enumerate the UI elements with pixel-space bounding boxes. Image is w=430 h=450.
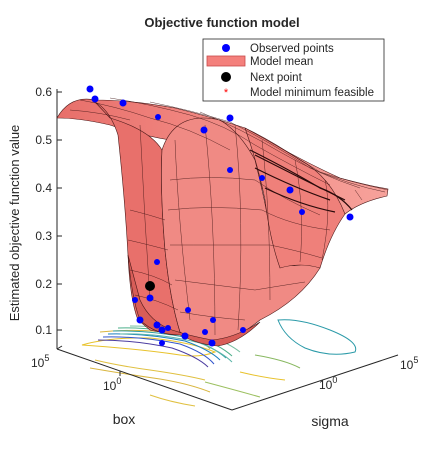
z-axis: 0.6 0.5 0.4 0.3 0.2 0.1	[35, 85, 62, 337]
observed-point	[132, 297, 138, 303]
z-axis-label: Estimated objective function value	[7, 125, 22, 322]
observed-point	[159, 340, 165, 346]
legend-minimum-marker: *	[224, 87, 229, 99]
observed-point	[227, 167, 233, 173]
observed-point	[202, 329, 208, 335]
observed-point	[200, 126, 208, 134]
observed-point	[136, 316, 144, 324]
observed-point	[86, 85, 94, 93]
observed-point	[154, 259, 160, 265]
z-tick-label: 0.6	[35, 85, 52, 99]
sigma-axis-label: sigma	[311, 413, 349, 429]
z-tick-label: 0.4	[35, 181, 52, 195]
sigma-tick-label: 105	[400, 355, 418, 372]
observed-point	[158, 326, 166, 334]
observed-point	[119, 99, 127, 107]
observed-point	[165, 325, 171, 331]
observed-point	[153, 321, 161, 329]
observed-point	[299, 209, 305, 215]
legend-model-mean-marker	[206, 55, 246, 67]
legend: * Observed points Model mean Next point …	[202, 38, 385, 102]
observed-point	[346, 213, 354, 221]
observed-point	[146, 294, 154, 302]
observed-point	[259, 175, 265, 181]
box-tick-label: 100	[103, 376, 121, 393]
legend-box	[202, 38, 385, 102]
surface	[56, 97, 389, 347]
legend-label: Observed points	[250, 43, 334, 55]
chart-title: Objective function model	[144, 15, 299, 30]
legend-next-point-marker	[221, 72, 231, 82]
axes	[56, 89, 399, 411]
box-axis-label: box	[113, 411, 136, 427]
z-tick-label: 0.5	[35, 133, 52, 147]
observed-point	[208, 339, 216, 347]
box-axis: 105 100 box	[31, 353, 135, 427]
legend-label: Next point	[250, 72, 303, 84]
z-tick-label: 0.3	[35, 229, 52, 243]
box-tick-label: 105	[31, 353, 49, 370]
observed-points	[86, 85, 354, 347]
observed-point	[240, 327, 246, 333]
observed-point	[185, 307, 191, 313]
next-point	[145, 281, 155, 291]
sigma-tick-label: 100	[319, 375, 337, 392]
surface-ridge-lines	[249, 149, 353, 213]
observed-point	[181, 332, 189, 340]
observed-point	[286, 186, 294, 194]
legend-label: Model mean	[250, 56, 313, 68]
observed-point	[91, 95, 99, 103]
observed-point	[210, 317, 216, 323]
z-tick-label: 0.1	[35, 323, 52, 337]
floor-contours	[81, 319, 357, 407]
z-tick-label: 0.2	[35, 277, 52, 291]
legend-observed-marker	[222, 44, 230, 52]
observed-point	[155, 114, 161, 120]
legend-label: Model minimum feasible	[250, 87, 374, 99]
observed-point	[226, 114, 234, 122]
